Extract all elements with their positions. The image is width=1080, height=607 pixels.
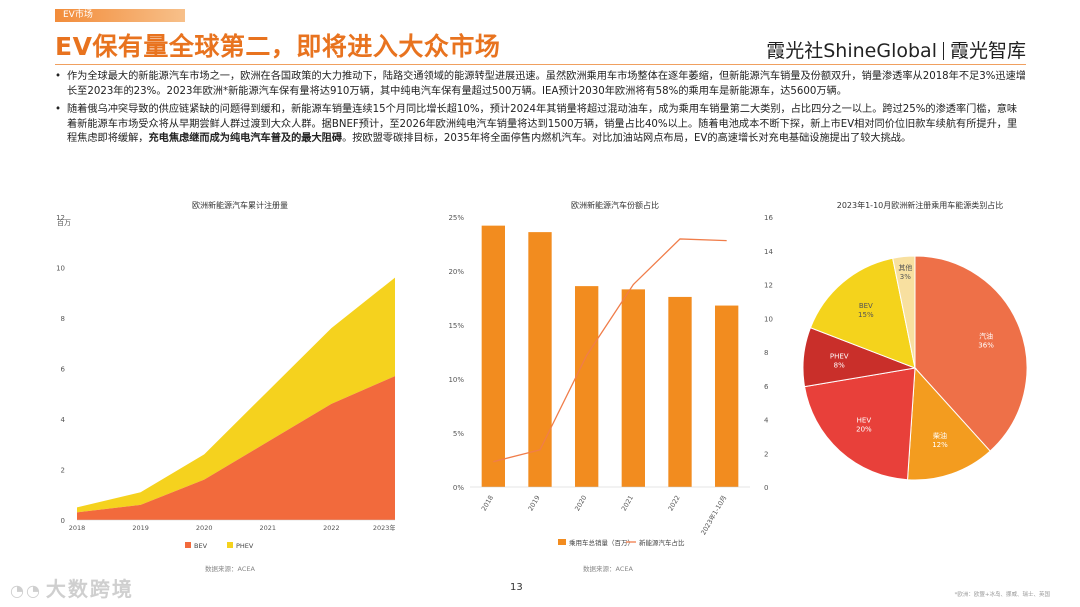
chart1-xtick: 2022 [323, 524, 340, 532]
watermark-logo-icon: ◔◔ [10, 581, 42, 600]
chart2-left-tick: 10% [448, 376, 464, 384]
chart1-ylabel: 百万 [57, 219, 71, 227]
bullet-1: 作为全球最大的新能源汽车市场之一，欧洲在各国政策的大力推动下，陆路交通领域的能源… [55, 70, 1026, 99]
chart3-label-name: BEV [859, 302, 873, 310]
bullet-2-text-a: 随着俄乌冲突导致的供应链紧缺的问题得到缓和，新能源车销量连续15个月同比增长超1… [67, 104, 1018, 145]
chart3-label-value: 12% [932, 441, 948, 449]
chart2-right-tick: 14 [764, 248, 773, 256]
chart1-source: 数据来源：ACEA [205, 565, 255, 573]
bullet-2: 随着俄乌冲突导致的供应链紧缺的问题得到缓和，新能源车销量连续15个月同比增长超1… [55, 103, 1026, 147]
chart2-line [493, 238, 727, 463]
chart3-label-name: 柴油 [933, 431, 947, 440]
chart2-bar [621, 289, 645, 487]
chart3-slice-hev [803, 367, 916, 481]
chart3-label-value: 36% [978, 342, 994, 350]
chart2-right-tick: 16 [764, 214, 773, 222]
chart1-ytick: 12 [56, 214, 65, 222]
chart1-legend-label-phev: PHEV [236, 542, 254, 550]
chart3-label-name: HEV [857, 416, 872, 424]
chart1-xtick: 2021 [260, 524, 277, 532]
chart2-left-tick: 25% [448, 214, 464, 222]
chart1-legend-swatch-bev [185, 542, 191, 548]
chart1-legend-swatch-phev [227, 542, 233, 548]
chart2-xtick: 2018 [480, 494, 495, 512]
chart1-ytick: 6 [61, 366, 66, 374]
chart2-right-tick: 8 [764, 349, 768, 357]
chart2-right-tick: 2 [764, 450, 768, 458]
page-title: EV保有量全球第二，即将进入大众市场 [55, 32, 501, 61]
chart2-left-tick: 20% [448, 268, 464, 276]
chart2-bar [668, 296, 692, 487]
chart1-area-bev [77, 376, 395, 520]
chart2-xtick: 2023年1-10月 [698, 494, 728, 537]
chart3-slice-bev [809, 257, 916, 369]
watermark: ◔◔ 大数跨境 [10, 573, 134, 602]
chart3-label-value: 20% [856, 425, 872, 433]
footnote: *欧洲：欧盟+冰岛、挪威、瑞士、英国 [954, 592, 1050, 598]
intro-bullets: 作为全球最大的新能源汽车市场之一，欧洲在各国政策的大力推动下，陆路交通领域的能源… [55, 70, 1026, 151]
page-number: 13 [510, 582, 523, 593]
chart1-xtick: 2019 [132, 524, 149, 532]
chart3-label-value: 8% [834, 361, 845, 369]
chart2-bar [715, 305, 739, 487]
chart2-right-tick: 0 [764, 484, 768, 492]
watermark-text: 大数跨境 [45, 577, 134, 601]
chart2-xtick: 2022 [667, 494, 682, 512]
chart2-right-tick: 12 [764, 282, 773, 290]
chart1-ytick: 10 [56, 265, 65, 273]
chart1-xtick: 2020 [196, 524, 213, 532]
chart2-xtick: 2019 [527, 494, 542, 512]
chart3-title: 2023年1-10月欧洲新注册乘用车能源类别占比 [836, 201, 1004, 210]
chart2-bar [481, 225, 505, 487]
chart2-bar [528, 232, 552, 487]
chart3-label-value: 15% [858, 311, 874, 319]
chart1-title: 欧洲新能源汽车累计注册量 [192, 201, 288, 210]
chart1-ytick: 0 [61, 517, 65, 525]
chart2-left-tick: 0% [453, 484, 464, 492]
chart3-label-name: PHEV [830, 352, 849, 360]
chart2-title: 欧洲新能源汽车份额占比 [571, 201, 659, 210]
chart2-right-tick: 6 [764, 383, 769, 391]
bullet-2-text-c: 。按欧盟零碳排目标，2035年将全面停售内燃机汽车。对比加油站网点布局，EV的高… [342, 133, 912, 145]
brand-divider [942, 42, 944, 60]
chart1-xtick: 2018 [69, 524, 86, 532]
chart2-legend-label-bar: 乘用车总销量（百万） [569, 538, 634, 547]
chart3-label-value: 3% [900, 273, 911, 281]
chart2-source: 数据来源：ACEA [583, 565, 633, 573]
chart3-slice-汽油 [914, 255, 1028, 452]
chart2-right-tick: 4 [764, 417, 769, 425]
chart2-legend-swatch-bar [558, 539, 566, 545]
chart1-area: 百万 0 2 4 6 8 10 12 2018 2019 2020 2021 2022 2023年1-10… [56, 214, 395, 550]
chart3-slice-柴油 [906, 366, 991, 481]
chart2-bar-line: 0% 5% 10% 15% 20% 25% 0 2 4 6 8 10 12 14 16 2018 2019 202… [448, 214, 773, 547]
section-tag: EV市场 [55, 9, 185, 22]
brand-name: 霞光社ShineGlobal [766, 40, 937, 62]
chart1-ytick: 8 [61, 315, 65, 323]
bullet-2-highlight: 充电焦虑继而成为纯电汽车普及的最大阻碍 [148, 133, 343, 145]
chart1-xtick: 2023年1-10月 [373, 523, 395, 532]
chart2-xtick: 2020 [573, 494, 588, 512]
chart1-ytick: 2 [61, 467, 65, 475]
brand-sub: 霞光智库 [949, 40, 1026, 62]
chart2-left-tick: 15% [448, 322, 464, 330]
header-rule [55, 64, 1026, 65]
chart2-right-tick: 10 [764, 315, 773, 323]
chart2-xtick: 2021 [620, 494, 635, 512]
chart3-label-name: 其他 [898, 263, 912, 272]
chart1-ytick: 4 [61, 416, 66, 424]
chart1-legend-label-bev: BEV [194, 542, 208, 550]
chart2-bar [575, 286, 599, 487]
chart1-area-phev [77, 277, 395, 513]
brand-logo: 霞光社ShineGlobal 霞光智库 [766, 36, 1026, 63]
chart2-left-tick: 5% [453, 430, 464, 438]
chart3-slice-其他 [892, 255, 916, 369]
chart3-label-name: 汽油 [979, 332, 993, 341]
chart2-legend-label-line: 新能源汽车占比 [639, 538, 685, 547]
